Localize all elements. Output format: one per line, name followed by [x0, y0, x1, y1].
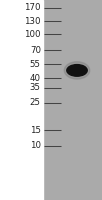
Text: 130: 130 — [24, 17, 41, 26]
Text: 35: 35 — [30, 83, 41, 92]
Ellipse shape — [67, 65, 87, 76]
Ellipse shape — [64, 62, 90, 79]
Text: 15: 15 — [30, 126, 41, 135]
Text: 10: 10 — [30, 141, 41, 150]
Text: 170: 170 — [24, 3, 41, 12]
Bar — [0, 0, 43, 200]
Bar — [43, 0, 102, 200]
Text: 70: 70 — [30, 46, 41, 55]
Text: 40: 40 — [30, 74, 41, 83]
Text: 55: 55 — [30, 60, 41, 69]
Text: 100: 100 — [24, 30, 41, 39]
Text: 25: 25 — [30, 98, 41, 107]
